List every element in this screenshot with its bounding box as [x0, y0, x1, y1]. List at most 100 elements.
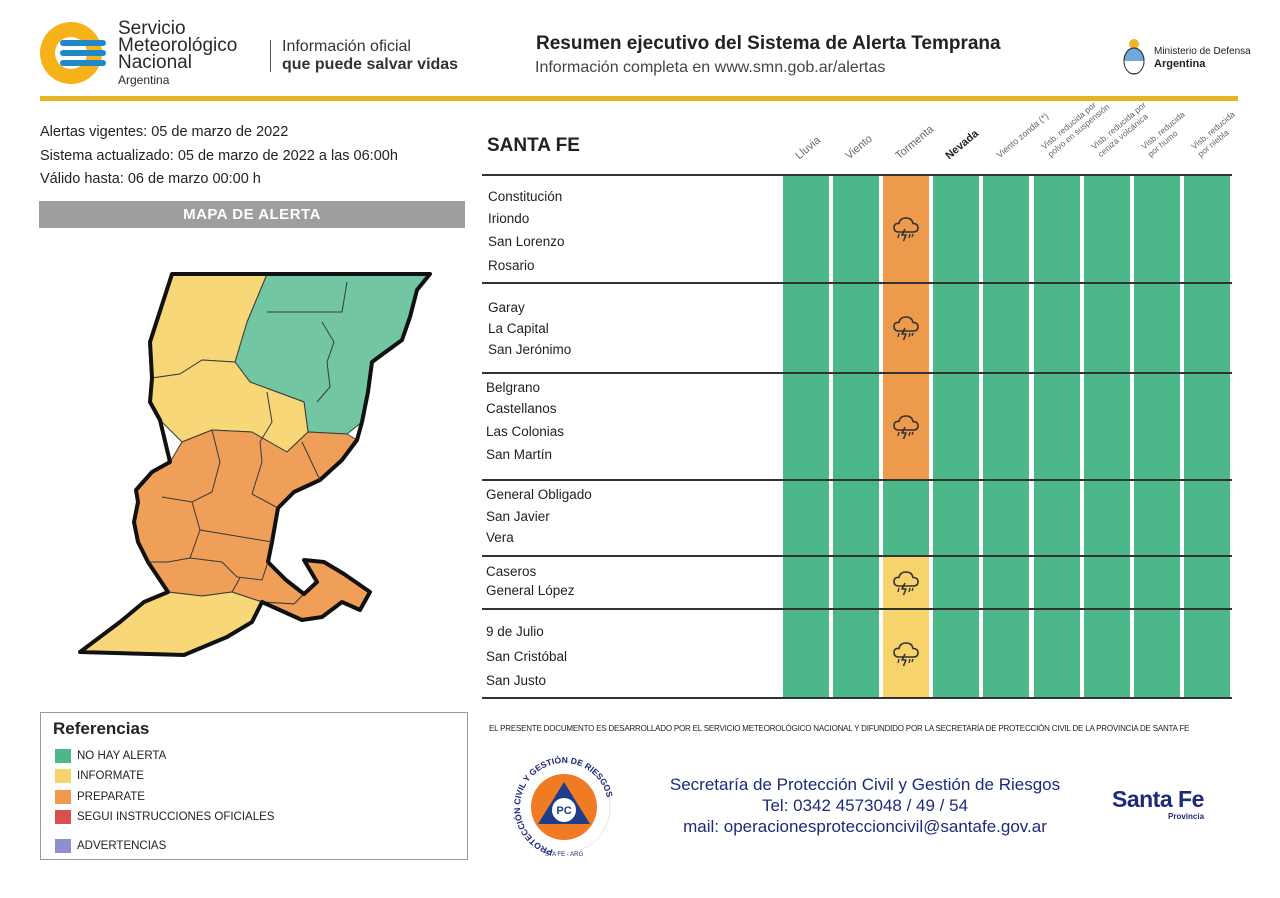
smn-name: Servicio Meteorológico Nacional Argentin… [118, 18, 238, 87]
alert-cell [883, 176, 929, 282]
alert-cell [933, 284, 979, 372]
page-title: Resumen ejecutivo del Sistema de Alerta … [536, 33, 1001, 54]
province-title: SANTA FE [487, 135, 580, 156]
references-box: Referencias NO HAY ALERTA INFORMATE PREP… [40, 712, 468, 860]
slogan: Información oficial que puede salvar vid… [282, 38, 458, 74]
department-name: San Jerónimo [488, 342, 572, 357]
department-name: Las Colonias [486, 424, 565, 439]
column-header: Nevada [943, 128, 981, 162]
column-header-label: Nevada [943, 127, 981, 162]
legend-swatch [55, 810, 71, 824]
alert-cell [1034, 610, 1080, 697]
row-separator [482, 479, 1232, 481]
alert-cell [1134, 374, 1180, 479]
alert-cell [1134, 176, 1180, 282]
alert-cell [1034, 481, 1080, 555]
column-header-label: Lluvia [793, 134, 824, 162]
alert-cell [1184, 374, 1230, 479]
department-name: Vera [486, 530, 514, 545]
storm-cloud-icon [893, 414, 919, 439]
disclaimer: EL PRESENTE DOCUMENTO ES DESARROLLADO PO… [489, 724, 1190, 733]
alert-cell [1134, 557, 1180, 608]
alerts-date: Alertas vigentes: 05 de marzo de 2022 [40, 124, 289, 140]
map-title: MAPA DE ALERTA [39, 201, 465, 228]
org-line1: Servicio [118, 18, 186, 39]
column-header-label: Viento [843, 132, 875, 162]
column-header-label: Tormenta [893, 123, 937, 162]
secretaria-contact: Secretaría de Protección Civil y Gestión… [655, 774, 1075, 837]
alert-cell [1084, 481, 1130, 555]
reference-label: PREPARATE [77, 791, 145, 803]
alert-cell [1184, 176, 1230, 282]
alert-cell [1034, 284, 1080, 372]
reference-label: INFORMATE [77, 770, 144, 782]
reference-label: SEGUI INSTRUCCIONES OFICIALES [77, 811, 275, 823]
secretaria-phone: Tel: 0342 4573048 / 49 / 54 [761, 796, 969, 815]
alert-cell [983, 284, 1029, 372]
org-line2: Meteorológico [118, 35, 238, 56]
alert-cell [883, 481, 929, 555]
legend-swatch [55, 749, 71, 763]
alert-cell [983, 481, 1029, 555]
org-line3: Nacional [118, 52, 192, 73]
alert-cell [783, 176, 829, 282]
alert-cell [833, 374, 879, 479]
alert-cell [783, 481, 829, 555]
legend-swatch [55, 769, 71, 783]
column-header-label: Viento zonda (*) [994, 110, 1051, 160]
department-name: San Martín [486, 447, 553, 462]
alert-cell [1034, 557, 1080, 608]
alert-cell [833, 557, 879, 608]
alert-cell [783, 284, 829, 372]
alert-cell [933, 374, 979, 479]
page-subtitle: Información completa en www.smn.gob.ar/a… [535, 59, 886, 76]
alert-cell [1084, 284, 1130, 372]
department-name: San Lorenzo [488, 234, 565, 249]
alert-cell [783, 557, 829, 608]
alert-cell [833, 176, 879, 282]
ministry-line2: Argentina [1154, 58, 1206, 70]
alert-cell [883, 284, 929, 372]
alert-cell [833, 284, 879, 372]
column-header: Lluvia [793, 134, 823, 162]
header-divider [270, 40, 271, 72]
alert-cell [1134, 481, 1180, 555]
department-name: General López [486, 583, 575, 598]
references-title: Referencias [53, 719, 150, 738]
valid-until: Válido hasta: 06 de marzo 00:00 h [40, 171, 261, 187]
alert-cell [1084, 374, 1130, 479]
reference-label: ADVERTENCIAS [77, 840, 167, 852]
header-bar [40, 96, 1238, 101]
column-header: Viento zonda (*) [995, 111, 1051, 160]
department-name: 9 de Julio [486, 624, 544, 639]
legend-swatch [55, 790, 71, 804]
department-name: Iriondo [488, 211, 530, 226]
department-name: La Capital [488, 321, 549, 336]
ministry-label: Ministerio de Defensa Argentina [1154, 46, 1251, 70]
department-name: San Javier [486, 509, 550, 524]
reference-item: INFORMATE [55, 769, 144, 783]
row-separator [482, 697, 1232, 699]
reference-label: NO HAY ALERTA [77, 750, 167, 762]
slogan-line2: que puede salvar vidas [282, 56, 459, 73]
alert-cell [883, 610, 929, 697]
alert-cell [933, 557, 979, 608]
column-header: Visb. reducida por niebla [1189, 109, 1243, 159]
alert-cell [1084, 176, 1130, 282]
reference-item: SEGUI INSTRUCCIONES OFICIALES [55, 810, 274, 824]
alert-cell [983, 557, 1029, 608]
storm-cloud-icon [893, 316, 919, 341]
alert-cell [1084, 557, 1130, 608]
alert-cell [1184, 610, 1230, 697]
alert-cell [833, 610, 879, 697]
org-country: Argentina [118, 73, 170, 87]
alert-cell [1034, 176, 1080, 282]
row-separator [482, 174, 1232, 176]
reference-item: PREPARATE [55, 790, 145, 804]
department-name: San Cristóbal [486, 649, 568, 664]
alert-cell [883, 557, 929, 608]
alert-cell [1134, 284, 1180, 372]
department-name: Garay [488, 300, 525, 315]
alert-cell [833, 481, 879, 555]
alert-cell [1184, 284, 1230, 372]
